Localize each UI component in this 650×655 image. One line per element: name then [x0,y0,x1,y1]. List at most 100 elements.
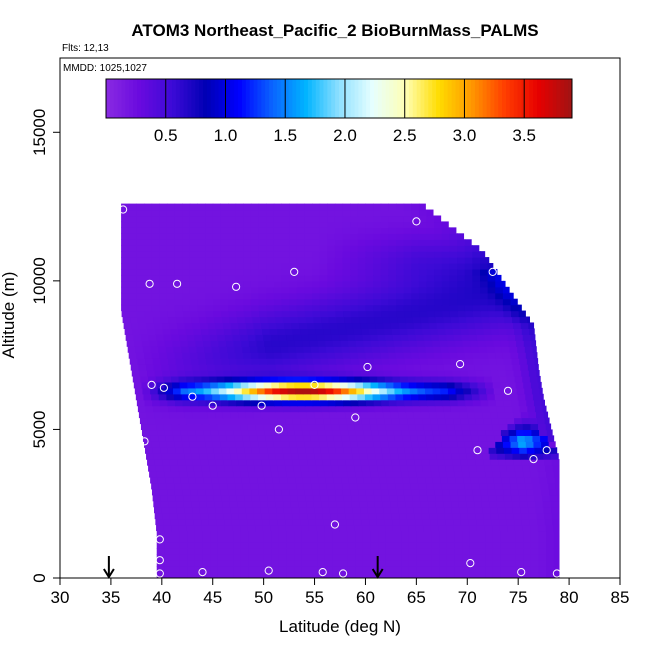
heatmap-cell-966 [186,465,195,472]
heatmap-cell-2634 [182,280,191,288]
heatmap-cell-2356 [466,316,475,324]
colorbar-segment-28 [214,79,220,118]
heatmap-cell-1265 [402,435,411,442]
heatmap-cell-2194 [469,334,478,341]
heatmap-cell-1425 [384,417,393,425]
colorbar-segment-46 [284,79,290,118]
heatmap-cell-321 [179,536,188,543]
heatmap-cell-1865 [437,370,446,377]
heatmap-cell-1866 [444,370,454,377]
heatmap-cell-3173 [312,215,321,223]
heatmap-cell-1124 [152,447,161,454]
heatmap-cell-353 [424,536,433,543]
heatmap-cell-2917 [441,251,451,258]
heatmap-cell-797 [549,488,558,496]
heatmap-cell-779 [411,488,420,496]
heatmap-cell-1644 [403,393,412,401]
heatmap-cell-2647 [281,280,290,288]
heatmap-cell-3034 [258,233,267,240]
heatmap-cell-649 [244,500,254,508]
heatmap-cell-209 [538,554,547,561]
heatmap-cell-2674 [487,280,496,288]
heatmap-cell-1942 [198,358,207,365]
heatmap-cell-1137 [251,447,261,454]
heatmap-cell-284 [301,542,311,549]
heatmap-cell-178 [301,554,311,561]
heatmap-cell-2786 [189,263,199,270]
heatmap-cell-2984 [228,239,237,246]
heatmap-cell-3090 [342,227,351,234]
heatmap-cell-634 [543,506,552,514]
heatmap-cell-1960 [335,358,345,365]
colorbar-segment-69 [373,79,379,118]
heatmap-cell-2052 [211,346,220,353]
heatmap-cell-1471 [322,411,331,419]
heatmap-cell-2989 [266,239,275,246]
heatmap-cell-2179 [354,334,363,341]
heatmap-cell-2063 [295,346,304,353]
heatmap-cell-2038 [518,352,527,359]
heatmap-cell-2348 [405,316,414,324]
heatmap-cell-1010 [522,465,531,472]
heatmap-cell-997 [422,465,432,472]
heatmap-cell-1710 [493,387,502,395]
heatmap-cell-3058 [441,233,451,240]
heatmap-cell-2040 [533,352,538,359]
heatmap-cell-1008 [506,465,516,472]
heatmap-cell-1244 [242,435,251,442]
heatmap-cell-305 [462,542,471,549]
heatmap-cell-1684 [295,387,304,395]
heatmap-cell-948 [462,471,471,478]
heatmap-cell-3194 [151,209,160,217]
heatmap-cell-365 [515,536,524,543]
heatmap-cell-1158 [412,447,421,454]
heatmap-cell-775 [381,488,390,496]
heatmap-cell-113 [210,560,219,567]
heatmap-cell-1107 [436,453,445,460]
heatmap-cell-1159 [419,447,429,454]
heatmap-cell-668 [390,500,399,508]
heatmap-cell-898 [493,476,502,484]
heatmap-cell-2618 [449,286,458,294]
heatmap-cell-2468 [502,304,512,312]
heatmap-cell-1956 [305,358,314,365]
heatmap-cell-567 [437,512,446,520]
heatmap-cell-1634 [326,393,335,401]
heatmap-cell-134 [370,560,379,567]
heatmap-cell-1143 [297,447,306,454]
heatmap-cell-1834 [200,370,209,377]
heatmap-cell-2964 [434,245,443,252]
heatmap-cell-335 [286,536,295,543]
heatmap-cell-1453 [184,411,193,419]
heatmap-cell-2076 [394,346,404,353]
heatmap-cell-1547 [489,405,498,413]
heatmap-cell-780 [419,488,428,496]
heatmap-cell-389 [294,530,303,537]
heatmap-cell-1850 [322,370,331,377]
heatmap-cell-1437 [475,417,485,425]
heatmap-cell-222 [233,548,242,555]
heatmap-cell-323 [194,536,204,543]
heatmap-cell-1553 [534,405,544,413]
colorbar-tick-label-0: 0.5 [154,126,178,145]
colorbar-segment-37 [249,79,255,118]
heatmap-cell-1076 [199,453,208,460]
heatmap-cell-3098 [403,227,412,234]
heatmap-cell-310 [500,542,509,549]
heatmap-cell-674 [435,500,445,508]
sample-point-1 [412,217,421,226]
heatmap-cell-2075 [387,346,396,353]
heatmap-cell-199 [462,554,471,561]
heatmap-cell-2809 [365,263,374,270]
heatmap-cell-1636 [342,393,351,401]
heatmap-cell-872 [295,476,304,484]
heatmap-cell-2025 [418,352,428,359]
heatmap-cell-2299 [444,322,453,329]
heatmap-cell-1157 [404,447,413,454]
heatmap-cell-1635 [334,393,343,401]
heatmap-cell-1396 [162,417,172,425]
sample-point-7 [106,360,116,369]
heatmap-cell-2963 [426,245,435,252]
heatmap-cell-468 [492,524,501,532]
heatmap-cell-964 [170,465,180,472]
